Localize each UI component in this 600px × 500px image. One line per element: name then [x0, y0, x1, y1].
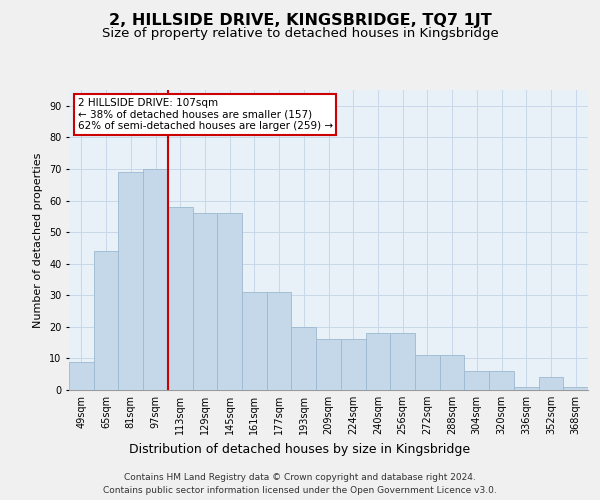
Text: 2 HILLSIDE DRIVE: 107sqm
← 38% of detached houses are smaller (157)
62% of semi-: 2 HILLSIDE DRIVE: 107sqm ← 38% of detach…: [77, 98, 333, 131]
Bar: [242, 292, 267, 390]
Bar: [341, 340, 365, 390]
Text: Contains HM Land Registry data © Crown copyright and database right 2024.: Contains HM Land Registry data © Crown c…: [124, 472, 476, 482]
Bar: [94, 251, 118, 390]
Bar: [217, 213, 242, 390]
Bar: [440, 356, 464, 390]
Bar: [168, 207, 193, 390]
Text: Distribution of detached houses by size in Kingsbridge: Distribution of detached houses by size …: [130, 442, 470, 456]
Bar: [514, 387, 539, 390]
Bar: [563, 387, 588, 390]
Text: 2, HILLSIDE DRIVE, KINGSBRIDGE, TQ7 1JT: 2, HILLSIDE DRIVE, KINGSBRIDGE, TQ7 1JT: [109, 12, 491, 28]
Y-axis label: Number of detached properties: Number of detached properties: [34, 152, 43, 328]
Bar: [365, 333, 390, 390]
Text: Size of property relative to detached houses in Kingsbridge: Size of property relative to detached ho…: [101, 28, 499, 40]
Bar: [143, 169, 168, 390]
Bar: [464, 371, 489, 390]
Bar: [390, 333, 415, 390]
Bar: [193, 213, 217, 390]
Bar: [267, 292, 292, 390]
Bar: [118, 172, 143, 390]
Bar: [489, 371, 514, 390]
Bar: [415, 356, 440, 390]
Bar: [69, 362, 94, 390]
Bar: [539, 378, 563, 390]
Bar: [292, 327, 316, 390]
Text: Contains public sector information licensed under the Open Government Licence v3: Contains public sector information licen…: [103, 486, 497, 495]
Bar: [316, 340, 341, 390]
